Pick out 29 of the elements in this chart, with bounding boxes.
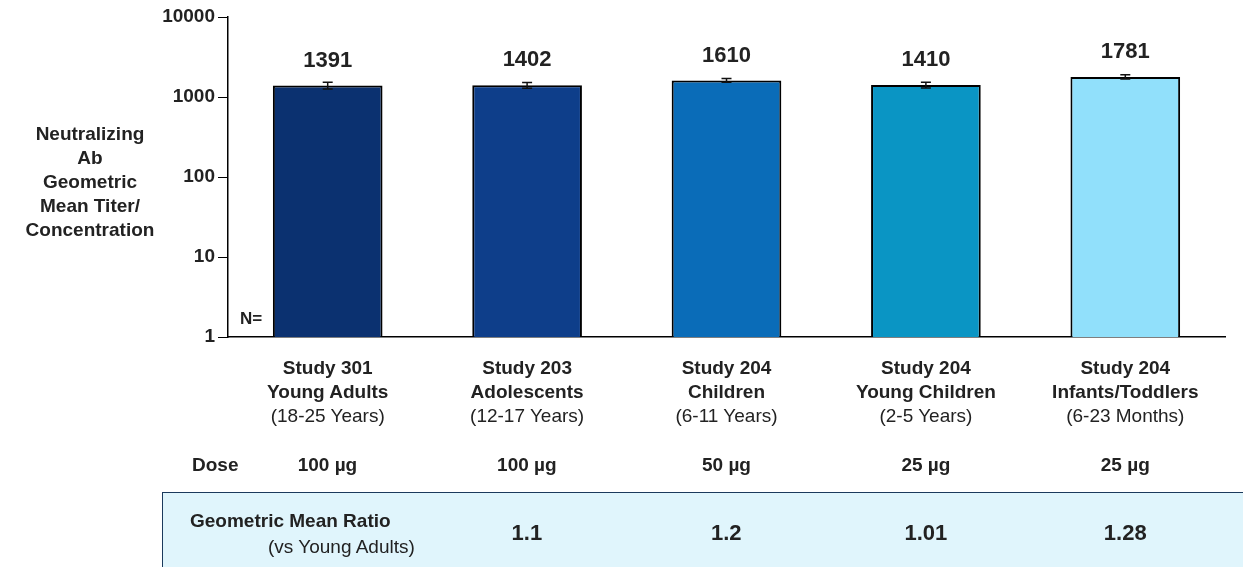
y-tick-label: 1000 xyxy=(172,85,215,107)
text: 1.01 xyxy=(904,520,948,546)
text: Dose xyxy=(192,454,239,476)
x-tick-label: Study 204 Children (6-11 Years) xyxy=(675,356,778,426)
data-label: 1410 xyxy=(901,46,951,72)
text: 1.1 xyxy=(511,520,543,546)
x-tick-label: Study 203 Adolescents (12-17 Years) xyxy=(470,356,585,426)
text: 50 µg xyxy=(702,454,751,476)
annotation: N= xyxy=(240,309,263,329)
data-label: 1610 xyxy=(702,41,751,67)
data-label: 1402 xyxy=(502,46,552,72)
text: 1.28 xyxy=(1103,520,1147,546)
text: (vs Young Adults) xyxy=(268,536,415,558)
text: Geometric Mean Ratio xyxy=(190,510,391,532)
y-axis-title: Neutralizing Ab Geometric Mean Titer/ Concentration xyxy=(24,122,156,242)
text: 1.2 xyxy=(711,520,742,546)
y-tick-label: 10000 xyxy=(162,5,215,27)
data-label: 1391 xyxy=(303,46,353,72)
data-label: 1781 xyxy=(1100,38,1150,64)
text: 100 µg xyxy=(297,454,358,476)
text: 25 µg xyxy=(1100,454,1150,476)
x-tick-label: Study 204 Young Children (2-5 Years) xyxy=(855,356,996,426)
text: 100 µg xyxy=(497,454,557,476)
y-tick-label: 100 xyxy=(183,165,215,187)
y-tick-label: 10 xyxy=(193,245,215,267)
x-tick-label: Study 301 Young Adults (18-25 Years) xyxy=(267,356,389,426)
text: 25 µg xyxy=(901,454,951,476)
y-tick-label: 1 xyxy=(204,325,216,347)
x-tick-label: Study 204 Infants/Toddlers (6-23 Months) xyxy=(1052,356,1199,426)
